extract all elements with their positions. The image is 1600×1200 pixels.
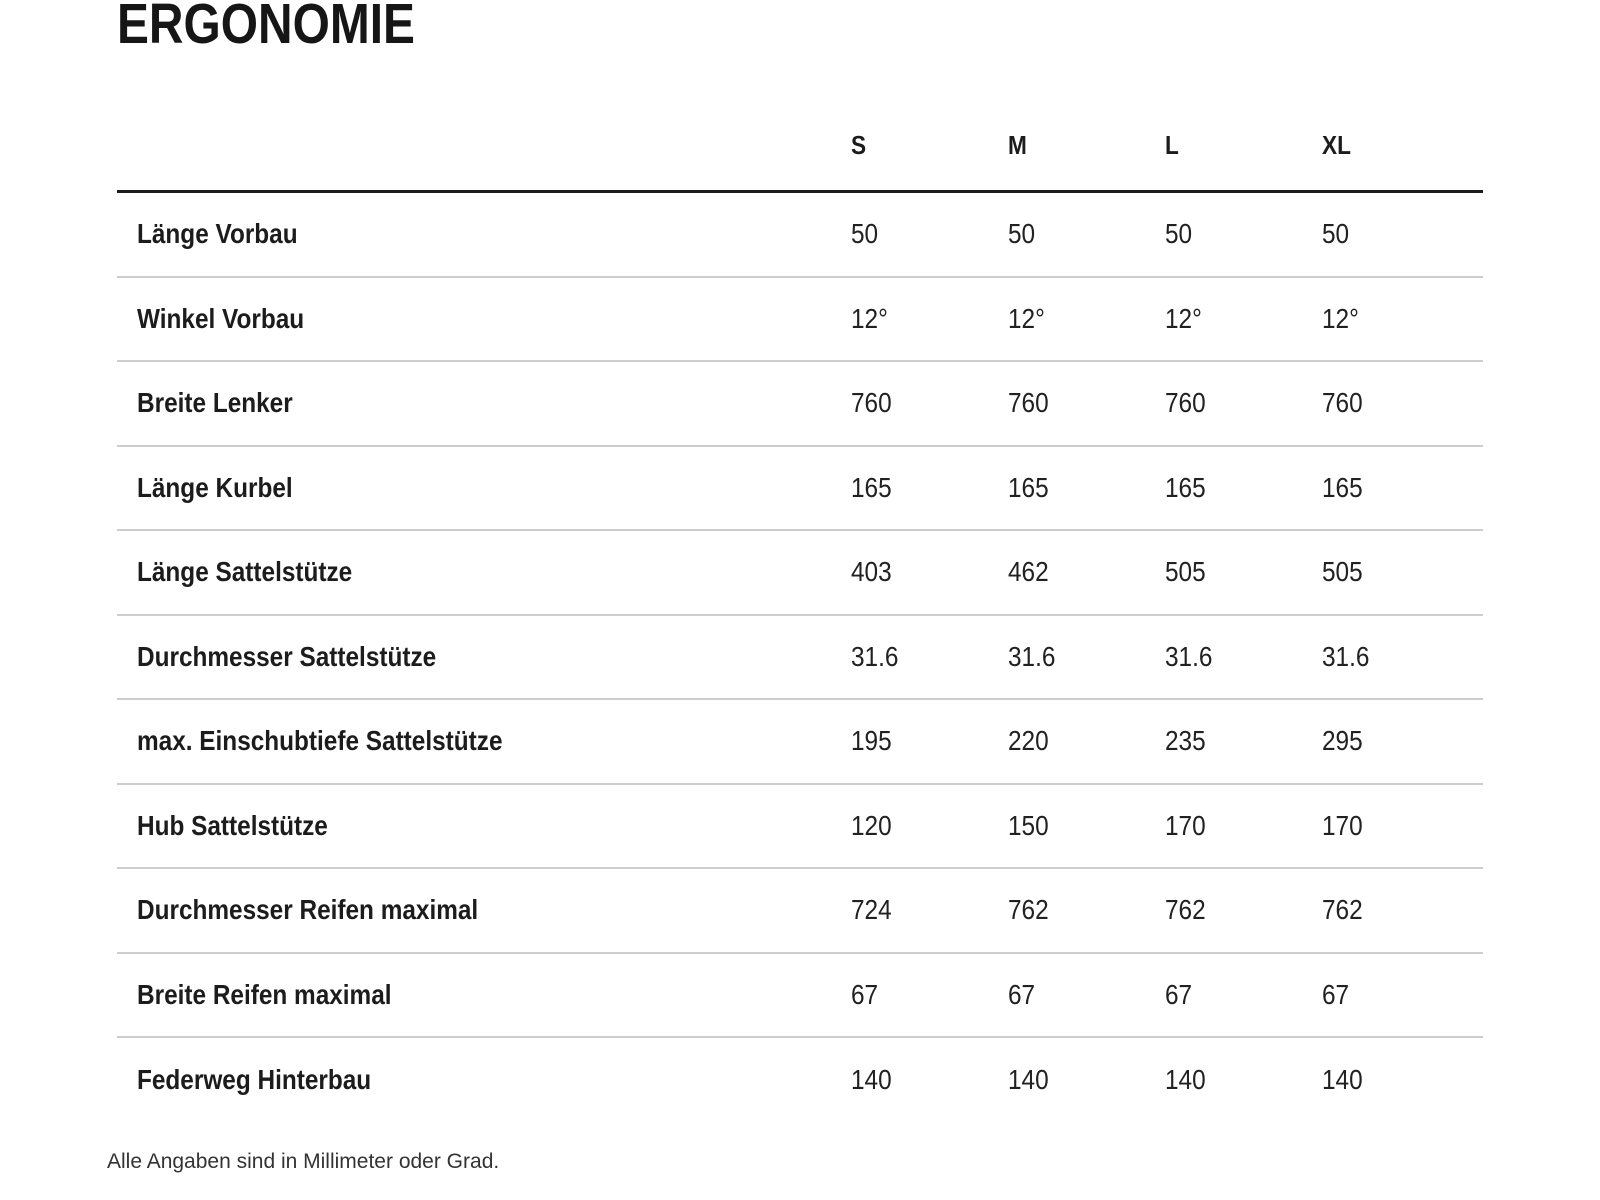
cell-value: 67 <box>1008 954 1165 1038</box>
cell-value: 140 <box>1008 1064 1049 1095</box>
column-header-l: L <box>1165 100 1322 193</box>
table-row-durchmesser-sattelstuetze: Durchmesser Sattelstütze 31.6 31.6 31.6 … <box>117 616 1483 700</box>
cell-value: 505 <box>1322 531 1483 616</box>
table-row-laenge-sattelstuetze: Länge Sattelstütze 403 462 505 505 <box>117 531 1483 616</box>
page-title-text: ERGONOMIE <box>117 0 415 56</box>
cell-value: 724 <box>851 869 1008 954</box>
row-label: Winkel Vorbau <box>117 278 851 362</box>
cell-value: 50 <box>1322 193 1483 278</box>
table-row-winkel-vorbau: Winkel Vorbau 12° 12° 12° 12° <box>117 278 1483 362</box>
cell-value: 50 <box>851 193 1008 278</box>
footnote: Alle Angaben sind in Millimeter oder Gra… <box>107 1150 500 1173</box>
table-header-row: S M L XL <box>117 100 1483 193</box>
cell-value: 31.6 <box>1165 616 1322 700</box>
row-label: Hub Sattelstütze <box>117 785 851 869</box>
cell-value: 762 <box>1322 869 1483 954</box>
column-header-label: M <box>1008 129 1027 160</box>
cell-value: 140 <box>851 1064 892 1095</box>
cell-value: 31.6 <box>1322 616 1483 700</box>
cell-value: 31.6 <box>851 616 1008 700</box>
table-row-durchmesser-reifen-maximal: Durchmesser Reifen maximal 724 762 762 7… <box>117 869 1483 954</box>
cell-value: 50 <box>1165 193 1322 278</box>
cell-value: 235 <box>1165 700 1322 785</box>
cell-value: 762 <box>1008 869 1165 954</box>
cell-value: 760 <box>1322 362 1483 447</box>
cell-value: 31.6 <box>1008 616 1165 700</box>
row-label: Breite Lenker <box>117 362 851 447</box>
cell-value: 67 <box>851 954 1008 1038</box>
cell-value: 195 <box>851 700 1008 785</box>
cell-value: 170 <box>1165 785 1322 869</box>
cell-value: 165 <box>1165 447 1322 531</box>
cell-value: 462 <box>1008 531 1165 616</box>
table-row-hub-sattelstuetze: Hub Sattelstütze 120 150 170 170 <box>117 785 1483 869</box>
cell-value: 140 <box>1165 1064 1206 1095</box>
cell-value: 295 <box>1322 700 1483 785</box>
cell-value: 67 <box>1322 954 1483 1038</box>
cell-value: 140 <box>1322 1064 1363 1095</box>
cell-value: 120 <box>851 785 1008 869</box>
table-row-federweg-hinterbau: Federweg Hinterbau 140 140 140 140 <box>117 1038 1483 1122</box>
cell-value: 12° <box>1008 278 1165 362</box>
column-header-label: XL <box>1322 129 1351 160</box>
ergonomics-table: S M L XL Länge Vorbau 50 50 50 50 Winkel… <box>117 100 1483 1122</box>
cell-value: 220 <box>1008 700 1165 785</box>
cell-value: 505 <box>1165 531 1322 616</box>
cell-value: 165 <box>1322 447 1483 531</box>
cell-value: 12° <box>851 278 1008 362</box>
table-row-max-einschubtiefe-sattelstuetze: max. Einschubtiefe Sattelstütze 195 220 … <box>117 700 1483 785</box>
row-label: Breite Reifen maximal <box>117 954 851 1038</box>
cell-value: 165 <box>851 447 1008 531</box>
table-row-laenge-kurbel: Länge Kurbel 165 165 165 165 <box>117 447 1483 531</box>
row-label: Länge Kurbel <box>117 447 851 531</box>
page-title: ERGONOMIE <box>117 0 415 53</box>
column-header-label: L <box>1165 129 1179 160</box>
cell-value: 762 <box>1165 869 1322 954</box>
header-spacer <box>117 100 851 193</box>
row-label: Länge Sattelstütze <box>117 531 851 616</box>
row-label: max. Einschubtiefe Sattelstütze <box>117 700 851 785</box>
column-header-label: S <box>851 129 867 160</box>
cell-value: 12° <box>1322 278 1483 362</box>
row-label: Durchmesser Reifen maximal <box>117 869 851 954</box>
table-row-breite-reifen-maximal: Breite Reifen maximal 67 67 67 67 <box>117 954 1483 1038</box>
cell-value: 170 <box>1322 785 1483 869</box>
cell-value: 50 <box>1008 193 1165 278</box>
column-header-m: M <box>1008 100 1165 193</box>
cell-value: 760 <box>1165 362 1322 447</box>
row-label: Länge Vorbau <box>117 193 851 278</box>
table-row-laenge-vorbau: Länge Vorbau 50 50 50 50 <box>117 193 1483 278</box>
row-label: Federweg Hinterbau <box>137 1064 372 1095</box>
row-label: Durchmesser Sattelstütze <box>117 616 851 700</box>
cell-value: 67 <box>1165 954 1322 1038</box>
column-header-xl: XL <box>1322 100 1483 193</box>
column-header-s: S <box>851 100 1008 193</box>
cell-value: 403 <box>851 531 1008 616</box>
cell-value: 760 <box>1008 362 1165 447</box>
cell-value: 760 <box>851 362 1008 447</box>
cell-value: 150 <box>1008 785 1165 869</box>
table-row-breite-lenker: Breite Lenker 760 760 760 760 <box>117 362 1483 447</box>
cell-value: 12° <box>1165 278 1322 362</box>
cell-value: 165 <box>1008 447 1165 531</box>
